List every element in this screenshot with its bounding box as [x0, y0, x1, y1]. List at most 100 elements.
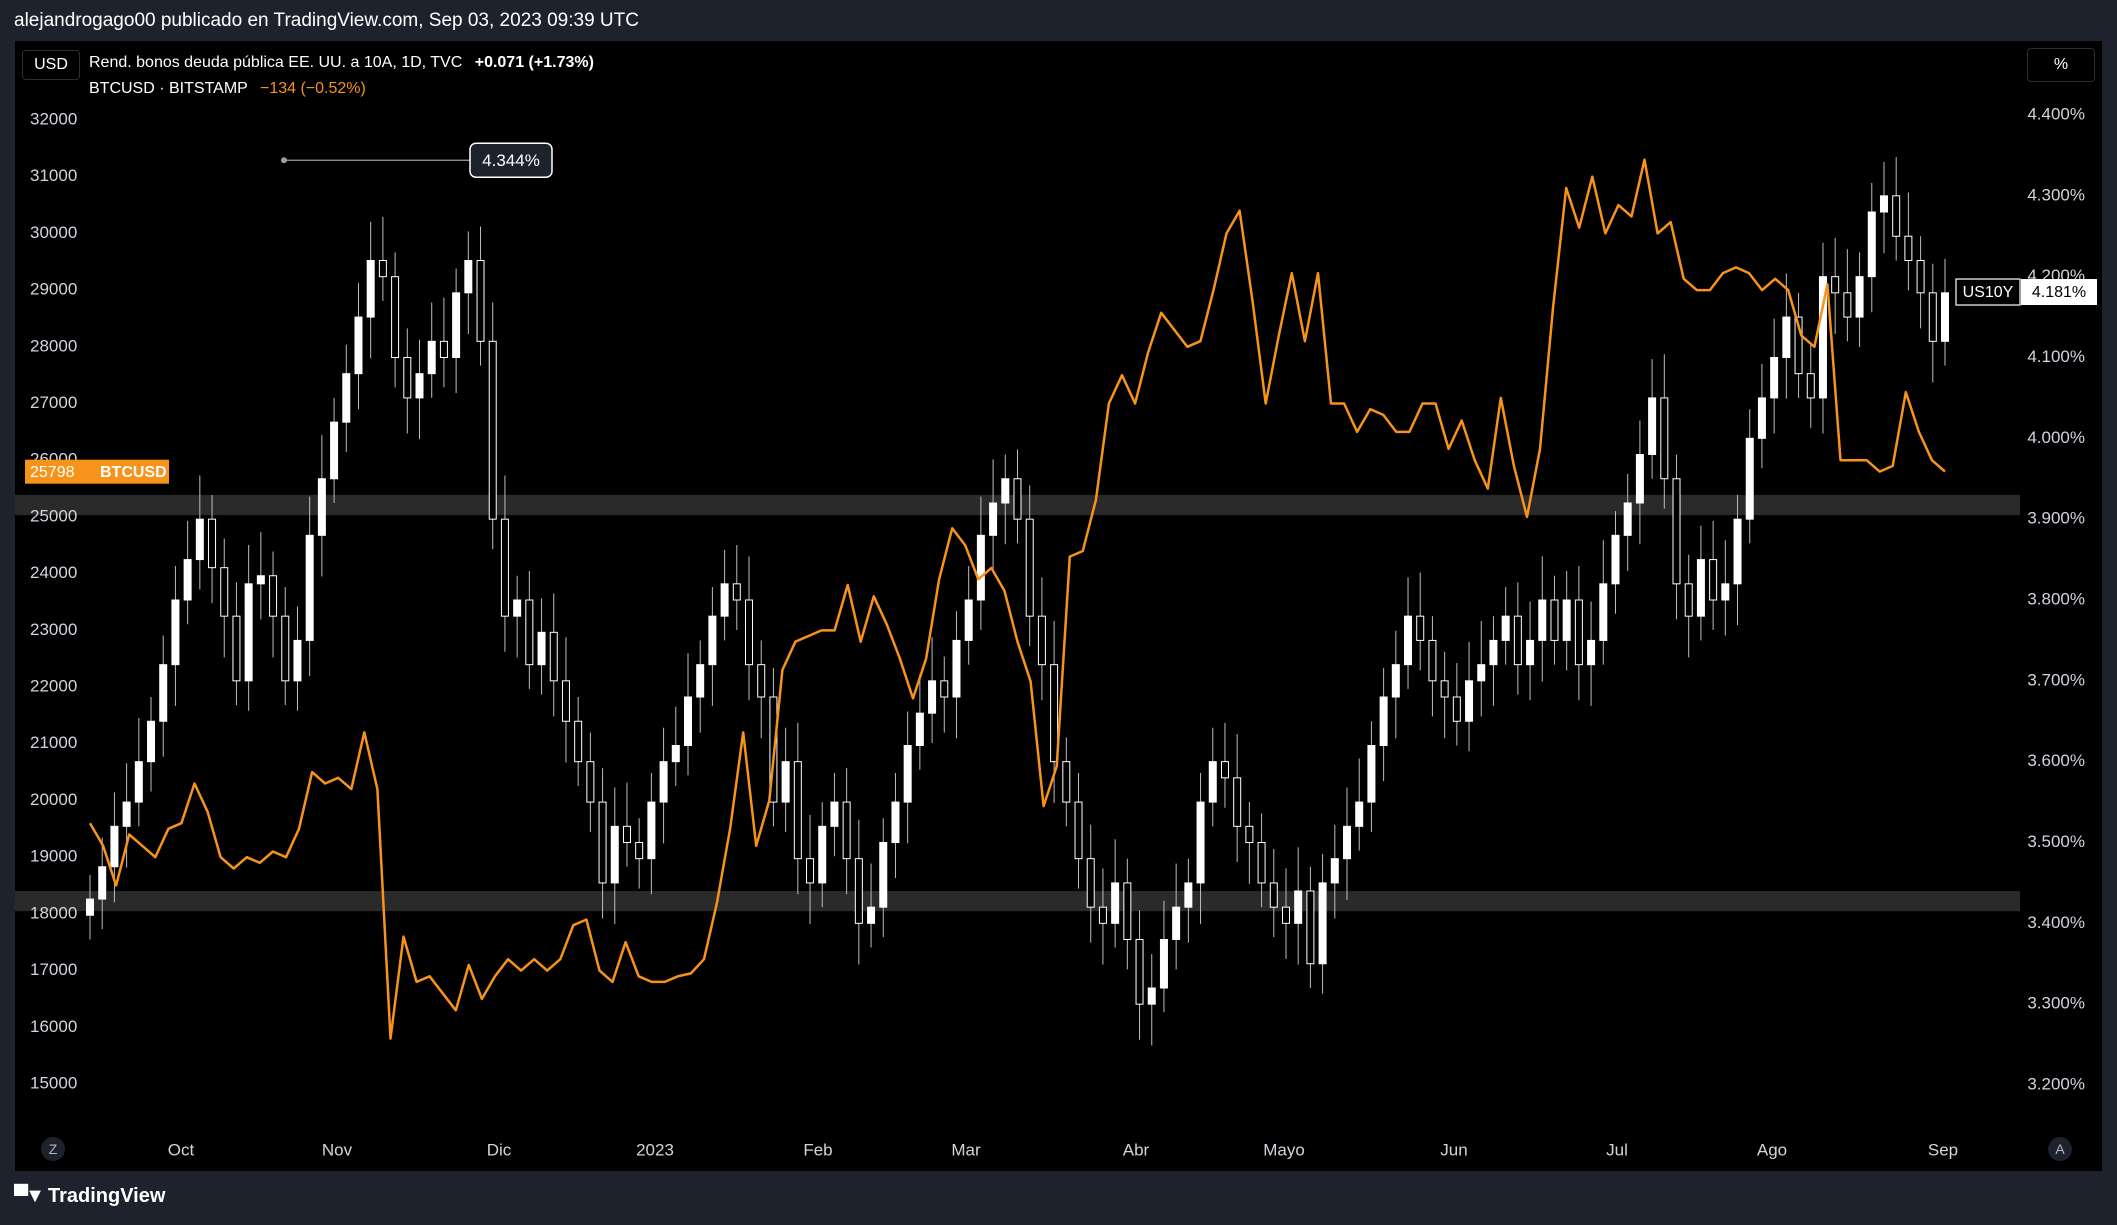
- candle: [1416, 615, 1425, 641]
- z-button[interactable]: Z: [41, 1137, 65, 1161]
- candle: [98, 866, 107, 900]
- candle: [86, 898, 94, 916]
- candle: [1123, 882, 1132, 941]
- candle: [1379, 696, 1388, 746]
- candle: [269, 575, 278, 617]
- candle: [1684, 583, 1693, 617]
- percent-button[interactable]: %: [2027, 48, 2095, 82]
- candle: [500, 518, 509, 617]
- candle: [281, 615, 290, 682]
- legend-secondary: BTCUSD · BITSTAMP −134 (−0.52%): [89, 80, 366, 98]
- candle: [842, 801, 851, 860]
- legend-primary-name: Rend. bonos deuda pública EE. UU. a 10A,…: [89, 54, 463, 71]
- candle: [1330, 858, 1339, 884]
- candle: [1220, 761, 1229, 779]
- candle: [1037, 615, 1046, 666]
- left-axis-tick: 20000: [30, 790, 77, 809]
- candle: [415, 373, 424, 399]
- candle: [147, 720, 156, 763]
- candle: [1489, 639, 1498, 666]
- left-axis-tick: 15000: [30, 1073, 77, 1092]
- candle: [1294, 890, 1303, 924]
- candle: [549, 631, 558, 682]
- x-axis-tick: Feb: [803, 1140, 832, 1159]
- candle: [1733, 518, 1742, 585]
- candle: [1196, 801, 1205, 884]
- candle: [976, 534, 985, 601]
- left-axis-tick: 29000: [30, 280, 77, 299]
- chart-frame[interactable]: [15, 41, 2102, 1171]
- candle: [256, 575, 265, 585]
- left-axis-tick: 19000: [30, 847, 77, 866]
- right-axis-tick: 3.700%: [2027, 670, 2085, 689]
- right-axis-tick: 3.300%: [2027, 994, 2085, 1013]
- candle: [1184, 882, 1193, 908]
- us10y-symbol-tag: [1955, 278, 2021, 306]
- currency-button[interactable]: USD: [22, 50, 80, 80]
- candle: [1465, 680, 1474, 722]
- candle: [598, 801, 607, 884]
- candle: [1745, 437, 1754, 520]
- left-axis-tick: 24000: [30, 563, 77, 582]
- candle: [781, 761, 790, 803]
- candle: [757, 664, 766, 698]
- candle: [1257, 842, 1266, 884]
- tradingview-logo[interactable]: ▀▼ TradingView: [14, 1185, 165, 1208]
- candle: [244, 583, 253, 682]
- candle: [305, 534, 314, 641]
- candle: [1587, 639, 1596, 666]
- candle: [354, 316, 363, 375]
- candle: [439, 340, 448, 359]
- candle: [879, 842, 888, 908]
- candle: [928, 680, 937, 714]
- publish-caption: alejandrogago00 publicado en TradingView…: [14, 10, 639, 31]
- x-axis-tick: Mayo: [1263, 1140, 1305, 1159]
- candle: [720, 583, 729, 617]
- candle: [793, 761, 802, 860]
- candle: [1574, 599, 1583, 666]
- candle: [1098, 906, 1107, 924]
- btc-symbol-label: BTCUSD: [100, 464, 167, 481]
- candle: [1831, 276, 1840, 294]
- candle: [525, 599, 534, 666]
- left-axis-tick: 18000: [30, 903, 77, 922]
- candle: [854, 858, 863, 924]
- candle: [1404, 615, 1413, 666]
- candle: [1782, 316, 1791, 359]
- candle: [330, 421, 339, 480]
- candle: [1538, 599, 1547, 641]
- candle: [1892, 195, 1901, 237]
- candle: [183, 559, 192, 601]
- candle: [1306, 890, 1315, 965]
- right-axis-tick: 4.300%: [2027, 185, 2085, 204]
- x-axis-tick: Dic: [487, 1140, 512, 1159]
- right-axis-tick: 4.000%: [2027, 428, 2085, 447]
- candle: [391, 276, 400, 358]
- right-axis-tick: 3.500%: [2027, 832, 2085, 851]
- us10y-value-label: 4.181%: [2032, 284, 2086, 301]
- candle: [622, 825, 631, 843]
- candle: [1074, 801, 1083, 860]
- candle: [903, 745, 912, 803]
- candle: [1025, 518, 1034, 617]
- a-button[interactable]: A: [2048, 1137, 2072, 1161]
- candle: [1269, 882, 1278, 908]
- candle: [110, 825, 119, 868]
- candle: [1879, 195, 1888, 213]
- x-axis-tick: 2023: [636, 1140, 674, 1159]
- x-axis-tick: Oct: [168, 1140, 195, 1159]
- candle: [427, 340, 436, 375]
- candle: [1660, 397, 1669, 480]
- candle: [208, 518, 217, 569]
- candle: [159, 664, 168, 722]
- candle: [1550, 599, 1559, 641]
- right-axis-tick: 3.900%: [2027, 509, 2085, 528]
- candle: [1648, 397, 1657, 455]
- candle: [891, 801, 900, 843]
- x-axis-tick: Ago: [1757, 1140, 1787, 1159]
- candle: [635, 842, 644, 860]
- left-axis-tick: 23000: [30, 620, 77, 639]
- btcusd-line[interactable]: [88, 158, 1946, 1040]
- candle: [1501, 615, 1510, 641]
